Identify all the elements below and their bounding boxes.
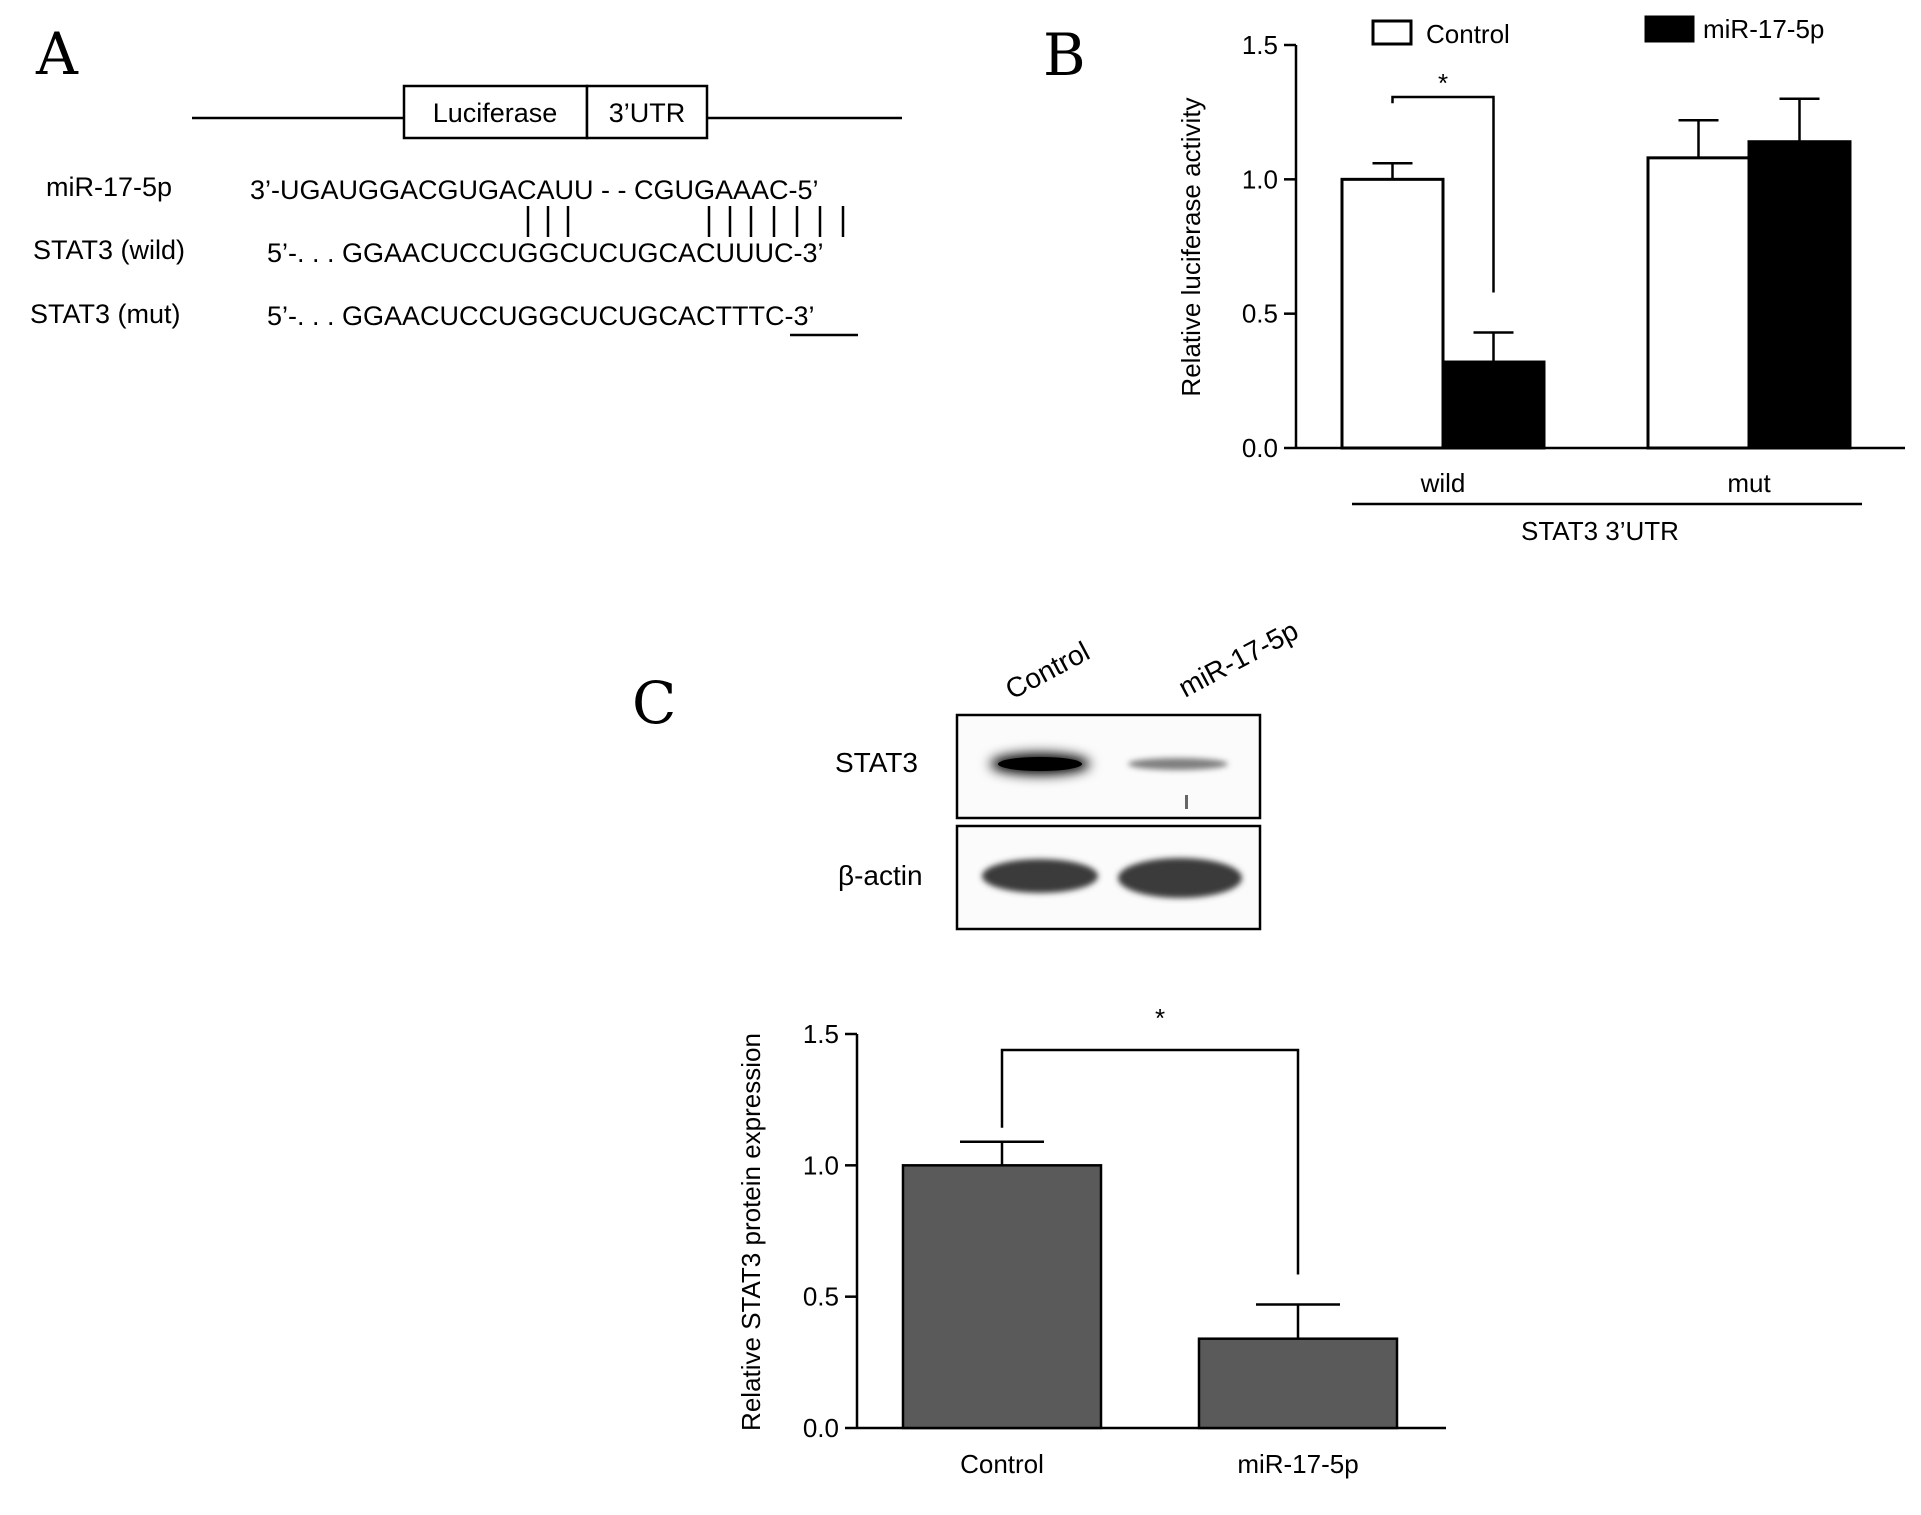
significance-star: * [1438,68,1448,98]
y-axis-title: Relative luciferase activity [1176,97,1206,396]
panel-c: C Control miR-17-5p STAT3 β-actin 0.0 0.5… [632,615,1446,1479]
western-blot: Control miR-17-5p STAT3 β-actin [835,615,1303,931]
bar [1646,156,1751,450]
y-tick-label: 0.0 [1242,433,1278,463]
row-label-mir: miR-17-5p [46,172,172,202]
stat3-band-control-core [998,757,1082,771]
y-tick-label: 0.5 [1242,299,1278,329]
luciferase-box-label: Luciferase [433,98,558,128]
legend-swatch [1644,15,1695,43]
actin-band-mir [1118,858,1242,898]
stat3-band-mir [1128,758,1228,770]
legend-swatch [1371,19,1413,46]
bar [1340,177,1445,450]
x-tick-label: mut [1727,468,1771,498]
y-tick-label: 1.0 [1242,164,1278,194]
utr-box-label: 3’UTR [609,98,686,128]
blot-row-label-stat3: STAT3 [835,747,918,778]
y-tick-label: 1.0 [803,1150,839,1180]
y-tick-label: 1.5 [803,1019,839,1049]
sequence-alignment: miR-17-5p 3’-UGAUGGACGUGACAUU - - CGUGAA… [30,172,858,337]
blot-artifact [1185,795,1188,809]
significance-star: * [1155,1003,1165,1033]
bar [901,1164,1103,1430]
utr-box [585,84,709,140]
bar [1197,1337,1399,1430]
bar [1441,360,1546,450]
panel-c-letter: C [632,669,676,737]
panel-a-letter: A [35,20,79,88]
chart-b: 0.0 0.5 1.0 1.5 Relative luciferase activity… [1176,14,1905,546]
legend-label: Control [1426,19,1510,49]
significance-bracket [1391,95,1495,293]
significance-bracket [1000,1048,1300,1275]
y-tick-label: 0.0 [803,1413,839,1443]
x-tick-label: wild [1420,468,1466,498]
x-tick-label: Control [960,1449,1044,1479]
y-tick-label: 1.5 [1242,30,1278,60]
row-label-mut: STAT3 (mut) [30,299,181,329]
sequence-mir: 3’-UGAUGGACGUGACAUU - - CGUGAAAC-5’ [250,175,819,205]
lane-label-control: Control [1000,636,1094,706]
blot-row-label-actin: β-actin [838,860,923,891]
panel-a: A Luciferase 3’UTR miR-17-5p 3’-UGAUGGAC… [30,20,902,337]
bar [1747,140,1852,450]
panel-b: B 0.0 0.5 1.0 1.5 Relative luciferase activi… [1043,14,1905,546]
lane-label-mir: miR-17-5p [1173,615,1303,704]
panel-b-letter: B [1043,21,1086,89]
row-label-wild: STAT3 (wild) [33,235,185,265]
sequence-mut: 5’-. . . GGAACUCCUGGCUCUGCACTTTC-3’ [267,301,815,331]
chart-c: 0.0 0.5 1.0 1.5 Relative STAT3 protein expre… [736,1003,1446,1479]
sequence-wild: 5’-. . . GGAACUCCUGGCUCUGCACUUUC-3’ [267,238,824,268]
actin-band-control [982,859,1098,893]
luciferase-construct: Luciferase 3’UTR [192,84,902,140]
y-tick-label: 0.5 [803,1282,839,1312]
y-axis-title: Relative STAT3 protein expression [736,1033,766,1431]
group-label: STAT3 3’UTR [1521,516,1679,546]
base-pairing-marks [526,206,845,237]
legend-label: miR-17-5p [1703,14,1824,44]
x-tick-label: miR-17-5p [1237,1449,1358,1479]
